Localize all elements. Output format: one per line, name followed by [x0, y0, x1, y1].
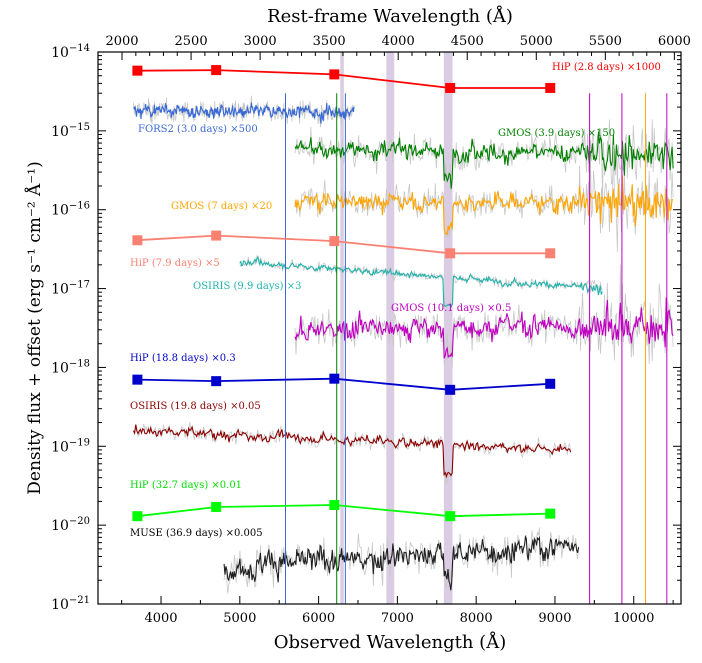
photometry-point-4-1 — [211, 230, 222, 241]
photometry-point-9-2 — [329, 500, 340, 511]
photometry-point-7-4 — [545, 378, 556, 389]
photometry-point-4-2 — [329, 236, 340, 247]
label-osiris-9-9: OSIRIS (9.9 days) ×3 — [193, 281, 301, 292]
x-tick-label-0: 4000 — [144, 611, 177, 626]
x-tick-label-3: 7000 — [381, 611, 414, 626]
y-tick-label-1: 10−20 — [51, 516, 90, 534]
label-gmos-10-1: GMOS (10.1 days) ×0.5 — [391, 303, 511, 314]
axis-tick-labels: 4000 5000 6000 7000 8000 9000 10000 2000 2500 300… — [51, 34, 691, 626]
top-tick-label-4: 4000 — [382, 34, 415, 49]
label-gmos-3-9: GMOS (3.9 days) ×150 — [498, 128, 615, 139]
x-tick-label-5: 9000 — [538, 611, 571, 626]
photometry-point-7-0 — [132, 374, 143, 385]
top-tick-label-0: 2000 — [105, 34, 138, 49]
photometry-point-9-4 — [545, 508, 556, 519]
spectrum-line-8 — [132, 424, 572, 479]
x-tick-label-6: 10000 — [613, 611, 654, 626]
axis-ticks — [98, 51, 681, 605]
top-tick-label-7: 5500 — [589, 34, 622, 49]
top-tick-label-8: 6000 — [658, 34, 691, 49]
label-hip-7-9: HiP (7.9 days) ×5 — [130, 258, 220, 269]
photometry-point-9-0 — [132, 511, 143, 522]
spectrum-line-10 — [223, 534, 580, 591]
top-axis-label: Rest-frame Wavelength (Å) — [267, 5, 513, 27]
x-tick-label-4: 8000 — [460, 611, 493, 626]
photometry-layer — [132, 65, 556, 522]
x-tick-label-2: 6000 — [302, 611, 335, 626]
y-tick-label-6: 10−15 — [51, 122, 90, 140]
y-axis-label: Density flux + offset (erg s⁻¹ cm⁻² Å⁻¹) — [24, 161, 45, 494]
top-tick-label-3: 3500 — [313, 34, 346, 49]
photometry-point-4-4 — [545, 248, 556, 259]
y-tick-label-2: 10−19 — [51, 437, 90, 455]
y-tick-label-5: 10−16 — [51, 201, 90, 219]
spectrum-line-3 — [294, 175, 674, 236]
label-hip-18-8: HiP (18.8 days) ×0.3 — [130, 353, 236, 364]
y-tick-label-0: 10−21 — [51, 595, 90, 613]
x-axis-label: Observed Wavelength (Å) — [274, 631, 506, 653]
photometry-point-9-1 — [211, 501, 222, 512]
label-gmos-7: GMOS (7 days) ×20 — [171, 201, 272, 212]
label-fors2-3-0: FORS2 (3.0 days) ×500 — [138, 124, 258, 135]
label-osiris-19-8: OSIRIS (19.8 days) ×0.05 — [130, 401, 261, 412]
photometry-point-0-3 — [445, 82, 456, 93]
photometry-point-4-3 — [445, 248, 456, 259]
photometry-point-7-3 — [445, 384, 456, 395]
spectrum-line-2 — [294, 131, 674, 189]
x-tick-label-1: 5000 — [223, 611, 256, 626]
photometry-point-4-0 — [132, 235, 143, 246]
shaded-band-2 — [443, 52, 453, 604]
top-tick-label-6: 5000 — [520, 34, 553, 49]
series-labels: HiP (2.8 days) ×1000 FORS2 (3.0 days) ×5… — [130, 62, 661, 539]
spectrum-error-3 — [294, 144, 674, 253]
photometry-point-0-0 — [132, 65, 143, 76]
label-hip-32-7: HiP (32.7 days) ×0.01 — [130, 480, 242, 491]
spectrum-line-1 — [133, 102, 355, 124]
label-muse-36-9: MUSE (36.9 days) ×0.005 — [130, 528, 263, 539]
photometry-point-0-2 — [329, 69, 340, 80]
photometry-point-0-4 — [545, 82, 556, 93]
spectra-layer — [132, 93, 674, 604]
photometry-point-0-1 — [211, 65, 222, 76]
photometry-point-9-3 — [445, 511, 456, 522]
plot-frame — [97, 51, 682, 605]
y-tick-label-3: 10−18 — [51, 358, 90, 376]
photometry-point-7-2 — [329, 373, 340, 384]
photometry-point-7-1 — [211, 376, 222, 387]
top-tick-label-2: 3000 — [244, 34, 277, 49]
spectrum-line-5 — [239, 255, 603, 308]
y-tick-label-4: 10−17 — [51, 280, 90, 298]
top-tick-label-5: 4500 — [451, 34, 484, 49]
spectrum-line-6 — [294, 297, 674, 359]
top-tick-label-1: 2500 — [175, 34, 208, 49]
y-tick-label-7: 10−14 — [51, 43, 90, 61]
label-hip-2-8: HiP (2.8 days) ×1000 — [552, 62, 661, 73]
